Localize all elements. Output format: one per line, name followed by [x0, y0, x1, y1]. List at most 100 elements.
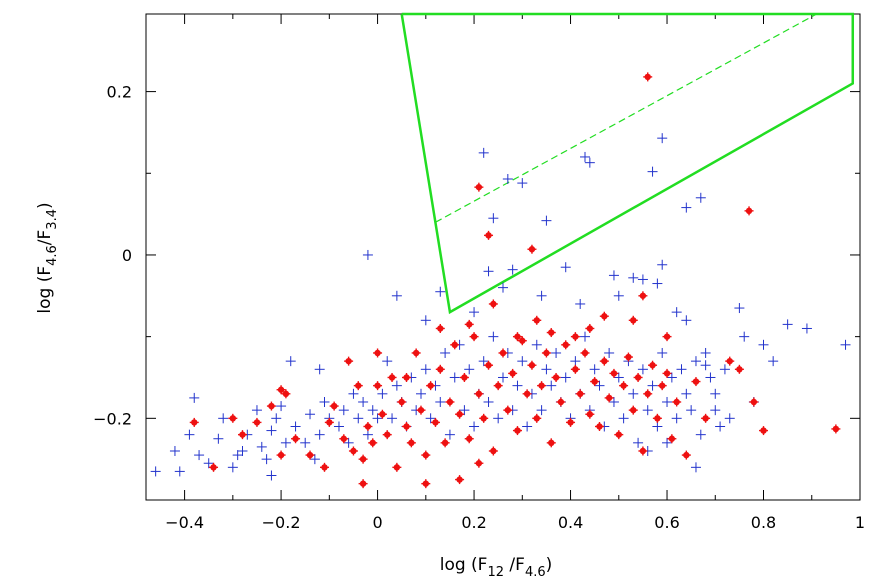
dot-point — [561, 340, 571, 350]
cross-point — [261, 454, 272, 465]
cross-point — [266, 425, 277, 436]
cross-point — [377, 388, 388, 399]
cross-point — [719, 364, 730, 375]
dot-point — [517, 336, 527, 346]
cross-point — [546, 380, 557, 391]
dot-point — [681, 450, 691, 460]
dot-point — [522, 389, 532, 399]
y-tick-label: 0.2 — [107, 83, 132, 102]
x-axis-ticks — [184, 14, 861, 500]
cross-point — [715, 421, 726, 432]
cross-point — [358, 396, 369, 407]
dot-point — [831, 424, 841, 434]
cross-point — [237, 445, 248, 456]
dot-point — [527, 244, 537, 254]
cross-point — [676, 364, 687, 375]
cross-point — [594, 380, 605, 391]
dot-point — [305, 450, 315, 460]
dot-point — [237, 430, 247, 440]
cross-point — [608, 396, 619, 407]
dot-point — [570, 332, 580, 342]
cross-point — [218, 413, 229, 424]
cross-point — [531, 339, 542, 350]
dot-point — [411, 348, 421, 358]
cross-point — [435, 396, 446, 407]
cross-point — [580, 151, 591, 162]
cross-point — [478, 147, 489, 158]
cross-point — [671, 307, 682, 318]
dot-point — [643, 389, 653, 399]
cross-point — [391, 290, 402, 301]
dot-point — [648, 360, 658, 370]
x-axis-title: log (F12 /F4.6) — [440, 555, 553, 580]
series-dots — [189, 72, 841, 489]
dot-point — [484, 230, 494, 240]
dot-point — [450, 340, 460, 350]
dot-point — [652, 413, 662, 423]
dot-point — [387, 372, 397, 382]
dot-point — [749, 397, 759, 407]
cross-point — [444, 429, 455, 440]
cross-point — [256, 441, 267, 452]
cross-point — [628, 272, 639, 283]
dot-point — [594, 421, 604, 431]
dot-point — [228, 413, 238, 423]
dot-point — [623, 352, 633, 362]
cross-point — [194, 450, 205, 461]
dot-point — [406, 438, 416, 448]
cross-point — [782, 319, 793, 330]
dot-point — [590, 377, 600, 387]
cross-point — [174, 466, 185, 477]
y-axis-title: log (F4.6/F3.4) — [35, 202, 60, 313]
dot-point — [373, 348, 383, 358]
dot-point — [604, 393, 614, 403]
dot-point — [503, 405, 513, 415]
dot-point — [725, 356, 735, 366]
dot-point — [382, 430, 392, 440]
dot-point — [493, 381, 503, 391]
dot-point — [464, 319, 474, 329]
y-axis-title-mid: /F — [35, 230, 55, 246]
cross-point — [488, 331, 499, 342]
cross-point — [314, 429, 325, 440]
y-axis-tick-labels: −0.2 0 0.2 — [93, 83, 132, 429]
cross-point — [633, 437, 644, 448]
selection-region — [400, 12, 855, 315]
cross-point — [502, 173, 513, 184]
dot-point — [469, 332, 479, 342]
dot-point — [368, 438, 378, 448]
dot-point — [421, 450, 431, 460]
cross-point — [415, 388, 426, 399]
dot-point — [633, 372, 643, 382]
cross-point — [290, 421, 301, 432]
cross-point — [642, 405, 653, 416]
cross-point — [343, 437, 354, 448]
cross-point — [657, 259, 668, 270]
dot-point — [276, 450, 286, 460]
cross-point — [309, 454, 320, 465]
dot-point — [662, 332, 672, 342]
dot-point — [430, 417, 440, 427]
cross-point — [700, 360, 711, 371]
cross-point — [637, 274, 648, 285]
dot-point — [546, 438, 556, 448]
x-axis-tick-labels: −0.4 −0.2 0 0.2 0.4 0.6 0.8 1 — [165, 513, 865, 532]
dot-point — [570, 364, 580, 374]
x-axis-title-sub2: 4.6 — [525, 565, 546, 580]
cross-point — [227, 462, 238, 473]
dot-point — [358, 454, 368, 464]
dot-point — [324, 417, 334, 427]
dot-point — [320, 462, 329, 472]
cross-point — [657, 347, 668, 358]
cross-point — [584, 157, 595, 168]
dot-point — [532, 315, 542, 325]
cross-point — [604, 347, 615, 358]
dot-point — [276, 385, 286, 395]
cross-point — [353, 413, 364, 424]
dot-point — [421, 479, 431, 489]
dot-point — [455, 475, 465, 485]
dot-point — [488, 299, 498, 309]
cross-point — [469, 421, 480, 432]
dot-point — [759, 426, 769, 436]
dot-point — [701, 413, 711, 423]
